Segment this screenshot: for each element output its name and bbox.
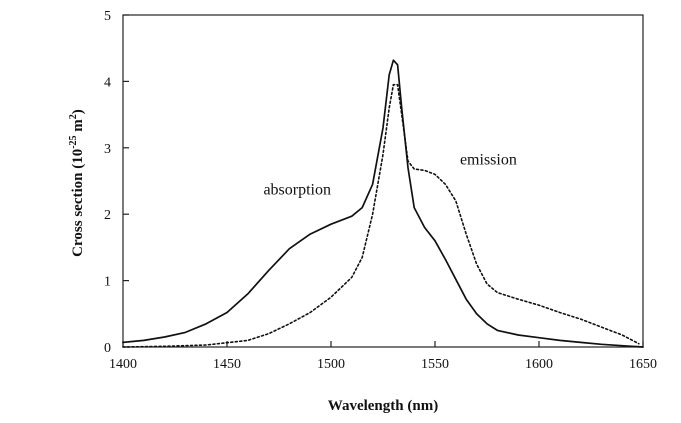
- y-axis-title-suffix: ): [70, 109, 86, 114]
- y-tick-label: 3: [104, 142, 111, 157]
- y-axis-title-exponent-1: -25: [68, 135, 79, 148]
- y-axis-title-middle: m: [70, 119, 86, 136]
- x-tick-label: 1500: [317, 357, 345, 372]
- emission-series-line: [122, 83, 640, 348]
- x-tick-label: 1550: [421, 357, 449, 372]
- x-tick-label: 1650: [629, 357, 657, 372]
- y-axis-title-prefix: Cross section (10: [70, 149, 86, 257]
- x-axis-title: Wavelength (nm): [328, 398, 438, 414]
- y-tick-label: 2: [104, 208, 111, 223]
- y-tick-label: 1: [104, 275, 111, 290]
- y-axis-title: Cross section (10-25 m2): [68, 109, 86, 257]
- annotation-layer: absorption emission: [263, 151, 516, 198]
- y-tick-label: 0: [104, 341, 111, 356]
- x-tick-label: 1400: [109, 357, 137, 372]
- y-tick-label: 4: [104, 75, 111, 90]
- emission-annotation: emission: [460, 151, 517, 168]
- absorption-series-line: [122, 59, 644, 348]
- axes-layer: 1400 1450 1500 1550 1600 1650 0 1 2 3 4 5: [104, 9, 657, 372]
- absorption-annotation: absorption: [263, 181, 331, 198]
- y-axis-title-exponent-2: 2: [68, 114, 79, 119]
- plot-frame: [122, 14, 644, 348]
- y-tick-label: 5: [104, 9, 111, 24]
- x-tick-label: 1600: [525, 357, 553, 372]
- series-layer: [122, 59, 644, 348]
- x-tick-label: 1450: [213, 357, 241, 372]
